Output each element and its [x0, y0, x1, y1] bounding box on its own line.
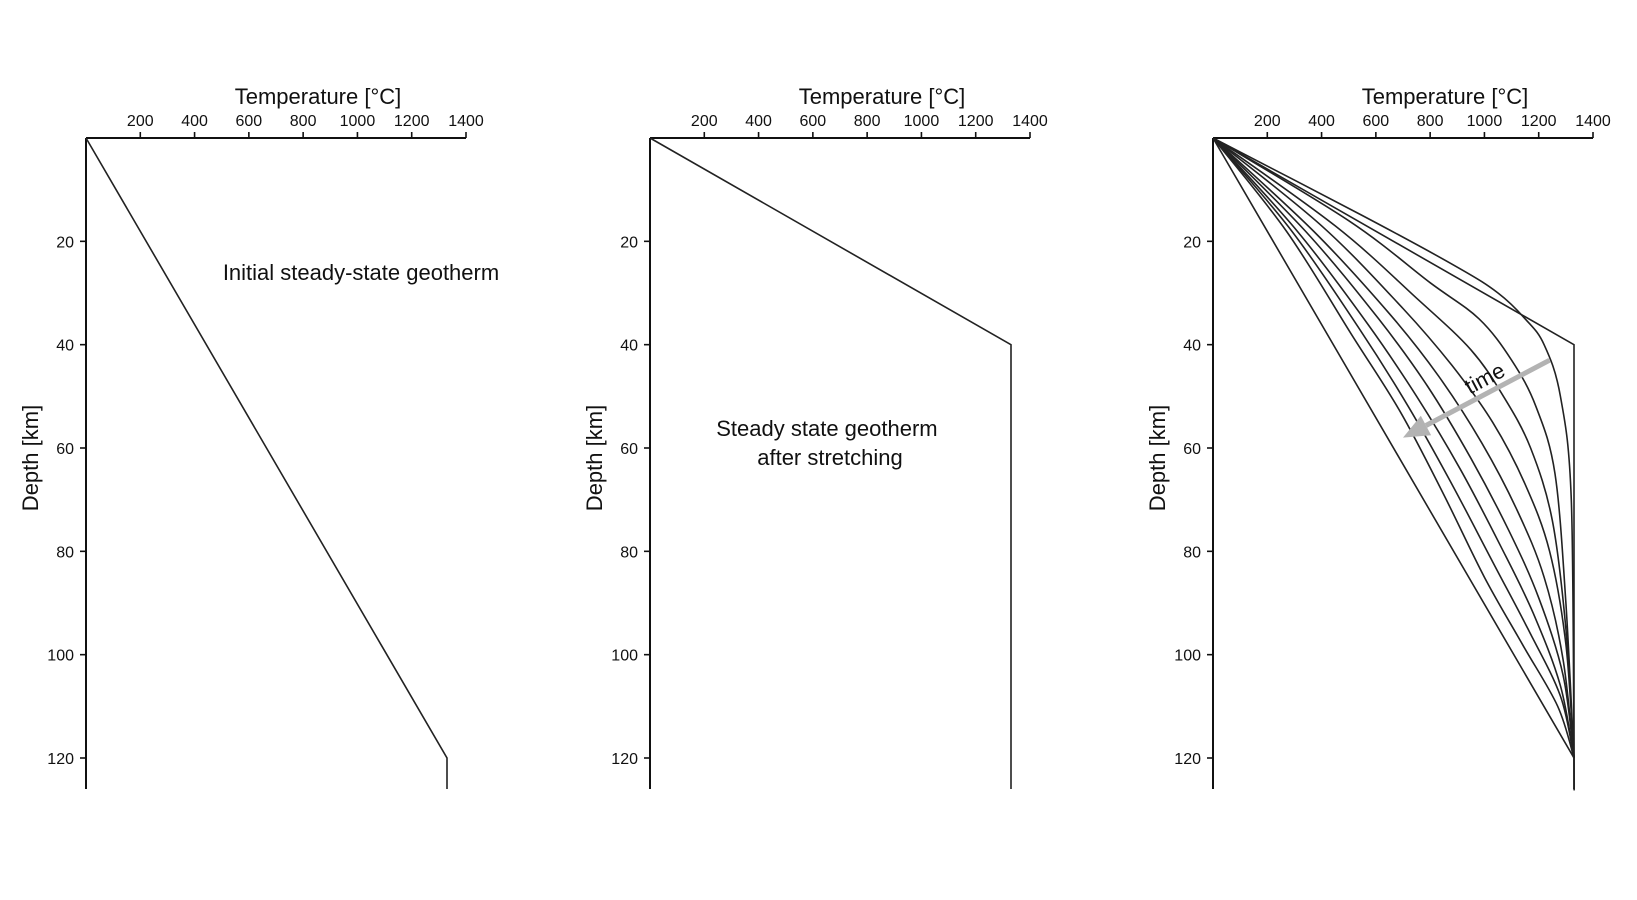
y-axis-title: Depth [km]: [1145, 405, 1170, 511]
geotherm-line-0: [85, 137, 448, 789]
y-tick-label: 80: [1183, 544, 1201, 561]
geotherm-line-9: [1212, 137, 1575, 759]
panel-marks: 200 400 600 800 1000 1200 1400 20 40 60 80 100 120: [47, 113, 484, 789]
y-tick-label: 100: [611, 648, 638, 665]
geotherm-line-0: [649, 137, 1012, 789]
geotherm-line-10: [1212, 137, 1575, 759]
panel-transient-geotherms: Temperature [°C] Depth [km] 200 400 600 800…: [1145, 84, 1611, 791]
time-arrow-head: [1403, 415, 1432, 438]
y-tick-label: 100: [47, 648, 74, 665]
y-tick-label: 60: [56, 441, 74, 458]
y-tick-label: 20: [56, 234, 74, 251]
x-axis-title: Temperature [°C]: [235, 84, 402, 109]
x-tick-label: 1400: [448, 113, 484, 130]
y-tick-label: 40: [1183, 338, 1201, 355]
annotation-line-2: after stretching: [757, 445, 903, 470]
x-tick-label: 600: [1363, 113, 1390, 130]
x-tick-label: 1000: [904, 113, 940, 130]
geotherm-line-4: [1212, 137, 1575, 759]
y-tick-label: 60: [1183, 441, 1201, 458]
panel-annotation: Steady state geotherm after stretching: [716, 416, 943, 470]
panel-marks: 200 400 600 800 1000 1200 1400 20 40 60 80 100 120: [1174, 113, 1611, 791]
y-tick-label: 80: [56, 544, 74, 561]
x-tick-label: 200: [691, 113, 718, 130]
x-axis-title: Temperature [°C]: [1362, 84, 1529, 109]
x-tick-label: 200: [127, 113, 154, 130]
x-tick-label: 1200: [394, 113, 430, 130]
y-tick-label: 100: [1174, 648, 1201, 665]
x-tick-label: 400: [745, 113, 772, 130]
y-tick-label: 120: [1174, 751, 1201, 768]
x-tick-label: 400: [1308, 113, 1335, 130]
geotherm-line-2: [1212, 137, 1576, 791]
y-tick-label: 20: [1183, 234, 1201, 251]
y-tick-label: 120: [47, 751, 74, 768]
y-tick-label: 120: [611, 751, 638, 768]
y-axis-title: Depth [km]: [18, 405, 43, 511]
y-tick-label: 40: [56, 338, 74, 355]
panel-stretched-geotherm: Temperature [°C] Depth [km] Steady state…: [582, 84, 1048, 789]
geotherm-line-8: [1212, 137, 1575, 759]
y-tick-label: 60: [620, 441, 638, 458]
x-tick-label: 1400: [1575, 113, 1611, 130]
annotation-line-1: Steady state geotherm: [716, 416, 937, 441]
x-tick-label: 800: [290, 113, 317, 130]
panel-marks: 200 400 600 800 1000 1200 1400 20 40 60 80 100 120: [611, 113, 1048, 789]
geotherm-line-5: [1212, 137, 1575, 759]
x-tick-label: 600: [800, 113, 827, 130]
x-tick-label: 1200: [958, 113, 994, 130]
x-tick-label: 800: [1417, 113, 1444, 130]
y-tick-label: 20: [620, 234, 638, 251]
y-tick-label: 40: [620, 338, 638, 355]
y-tick-label: 80: [620, 544, 638, 561]
x-tick-label: 800: [854, 113, 881, 130]
panel-initial-geotherm: Temperature [°C] Depth [km] Initial stea…: [18, 84, 499, 789]
x-tick-label: 1000: [1467, 113, 1503, 130]
geotherm-line-7: [1212, 137, 1575, 759]
x-tick-label: 1000: [340, 113, 376, 130]
x-tick-label: 600: [236, 113, 263, 130]
geotherm-line-1: [1212, 137, 1575, 789]
x-tick-label: 1200: [1521, 113, 1557, 130]
time-arrow-shaft: [1424, 357, 1551, 428]
panel-annotation: Initial steady-state geotherm: [223, 260, 499, 285]
x-tick-label: 200: [1254, 113, 1281, 130]
x-tick-label: 1400: [1012, 113, 1048, 130]
x-tick-label: 400: [181, 113, 208, 130]
geotherm-line-6: [1212, 137, 1575, 759]
geotherm-line-0: [1212, 137, 1575, 789]
geotherm-line-3: [1212, 137, 1575, 759]
y-axis-title: Depth [km]: [582, 405, 607, 511]
x-axis-title: Temperature [°C]: [799, 84, 966, 109]
